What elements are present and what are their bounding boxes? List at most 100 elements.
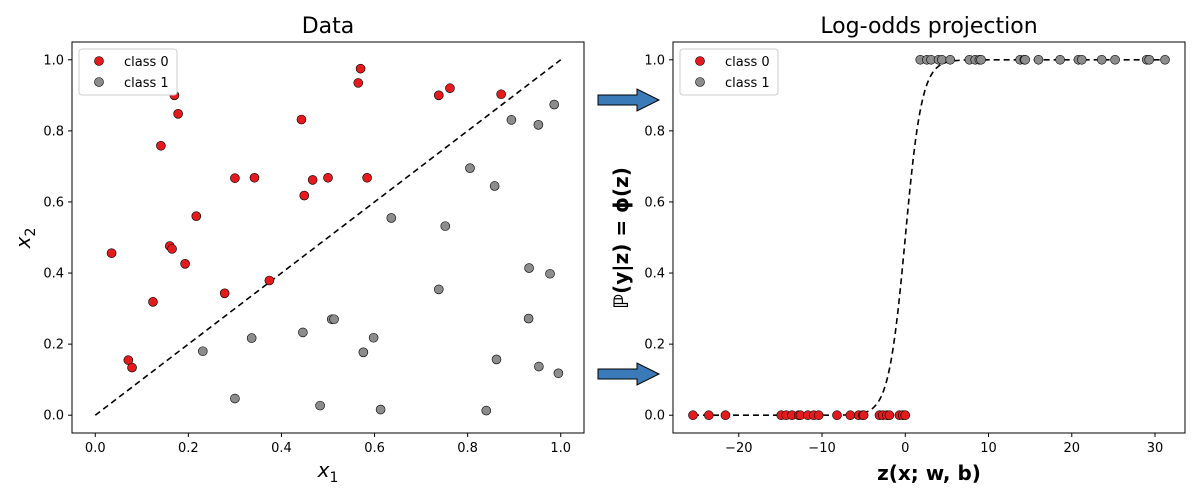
- arrow-top: [597, 88, 661, 112]
- class-0-projected-point: [884, 410, 895, 421]
- class-1-point: [506, 115, 517, 125]
- left-x-tick-label: 0.4: [271, 441, 292, 456]
- class-1-point: [534, 361, 544, 372]
- class-0-point: [362, 172, 372, 183]
- left-chart: Data 0.0 0.2 0.4 0.6 0.8 1.0 0.0 0.2 0.4 0.6 0.8 1.…: [11, 14, 585, 486]
- class-1-point: [489, 181, 500, 191]
- right-x-tick-label: −10: [808, 441, 835, 456]
- right-legend-marker-class-1: [695, 77, 705, 87]
- right-legend-marker-class-0: [695, 56, 705, 66]
- right-y-tick-label: 0.8: [644, 124, 665, 139]
- right-x-axis-label: z(x; w, b): [877, 461, 981, 485]
- class-1-projected-point: [1076, 54, 1087, 65]
- class-1-point: [386, 213, 397, 223]
- class-0-point: [127, 362, 137, 373]
- class-0-point: [355, 63, 366, 74]
- right-plot-area: −20 −10 0 10 20 30 0.0 0.2 0.4 0.6 0.8 1.0: [644, 53, 1170, 456]
- arrow-bottom: [597, 362, 661, 386]
- left-y-tick-label: 0.2: [43, 338, 64, 353]
- left-legend-label-class-0: class 0: [124, 55, 169, 70]
- class-0-point: [496, 89, 506, 100]
- left-x-axis-label-sub: 1: [329, 470, 338, 486]
- left-legend-marker-class-1: [94, 77, 104, 87]
- class-1-point: [523, 313, 534, 324]
- left-x-tick-label: 0.2: [178, 441, 199, 456]
- left-x-axis-label: x1: [317, 458, 339, 486]
- sigmoid-curve: [692, 58, 1166, 417]
- class-1-projected-point: [976, 54, 986, 65]
- class-1-point: [315, 400, 325, 411]
- left-y-tick-label: 0.0: [43, 409, 64, 424]
- class-1-point: [230, 393, 240, 404]
- class-0-point: [296, 114, 307, 125]
- left-legend: class 0 class 1: [78, 48, 178, 96]
- class-1-point: [197, 346, 208, 357]
- left-x-tick-label: 0.8: [457, 441, 478, 456]
- right-y-tick-label: 0.2: [644, 338, 665, 353]
- left-y-tick-label: 0.8: [43, 124, 64, 139]
- left-y-axis-label-sub: 2: [23, 228, 39, 237]
- left-legend-label-class-1: class 1: [124, 76, 169, 91]
- class-0-point: [106, 248, 117, 258]
- class-0-point: [323, 172, 333, 183]
- left-y-axis-label: x2: [11, 228, 39, 250]
- class-1-projected-point: [1055, 54, 1065, 65]
- class-0-point: [148, 297, 158, 307]
- left-y-tick-label: 1.0: [43, 53, 64, 68]
- left-y-axis-label-main: x: [11, 236, 35, 249]
- right-chart: Log-odds projection −20 −10 0 10 20 30 0.0 0.2 0…: [609, 14, 1186, 485]
- class-1-point: [465, 163, 475, 173]
- class-0-projected-point: [813, 410, 824, 421]
- class-0-point: [353, 78, 364, 88]
- class-1-point: [433, 284, 444, 295]
- right-x-tick-label: 10: [980, 441, 997, 456]
- left-legend-marker-class-0: [94, 56, 104, 66]
- class-0-point: [180, 259, 190, 269]
- class-0-projected-point: [900, 410, 911, 421]
- class-0-projected-point: [832, 410, 842, 421]
- right-x-tick-label: 30: [1147, 441, 1164, 456]
- left-chart-title: Data: [302, 14, 355, 39]
- class-1-point: [298, 327, 308, 338]
- class-0-projected-point: [858, 410, 869, 421]
- left-x-axis-label-main: x: [317, 458, 330, 482]
- class-0-point: [230, 173, 240, 183]
- class-0-point: [307, 175, 318, 185]
- class-1-point: [329, 314, 339, 325]
- class-1-point: [440, 221, 451, 231]
- class-1-projected-point: [1096, 54, 1107, 65]
- class-1-point: [491, 354, 502, 365]
- class-0-point: [299, 190, 310, 201]
- class-1-point: [533, 120, 544, 130]
- class-0-point: [445, 83, 455, 94]
- class-1-projected-point: [1160, 54, 1170, 65]
- right-y-tick-label: 0.6: [644, 195, 665, 210]
- class-0-point: [191, 211, 202, 221]
- right-y-tick-label: 0.0: [644, 409, 665, 424]
- right-x-tick-label: 0: [901, 441, 909, 456]
- class-0-projected-point: [845, 410, 856, 421]
- class-1-projected-point: [1144, 54, 1155, 65]
- right-y-axis-label: ℙ(y|z) = ϕ(z): [609, 167, 633, 309]
- class-0-point: [173, 109, 183, 119]
- class-0-point: [167, 244, 177, 254]
- class-1-projected-point: [1033, 54, 1044, 65]
- left-y-tick-label: 0.6: [43, 195, 64, 210]
- right-y-tick-label: 1.0: [644, 53, 665, 68]
- class-0-point: [156, 140, 166, 151]
- right-legend-label-class-1: class 1: [725, 76, 770, 91]
- class-1-projected-point: [937, 54, 947, 65]
- class-1-point: [481, 405, 492, 416]
- class-1-point: [553, 368, 564, 379]
- class-0-projected-point: [703, 410, 714, 421]
- left-plot-area: 0.0 0.2 0.4 0.6 0.8 1.0 0.0 0.2 0.4 0.6 0.8 1.0: [43, 53, 571, 456]
- class-1-point: [545, 268, 555, 279]
- class-1-point: [375, 404, 386, 415]
- right-axes-frame: [672, 41, 1186, 434]
- class-1-point: [524, 263, 534, 273]
- right-y-tick-label: 0.4: [644, 267, 665, 282]
- class-0-projected-point: [720, 410, 731, 421]
- class-0-point: [249, 172, 260, 183]
- class-0-point: [433, 90, 444, 101]
